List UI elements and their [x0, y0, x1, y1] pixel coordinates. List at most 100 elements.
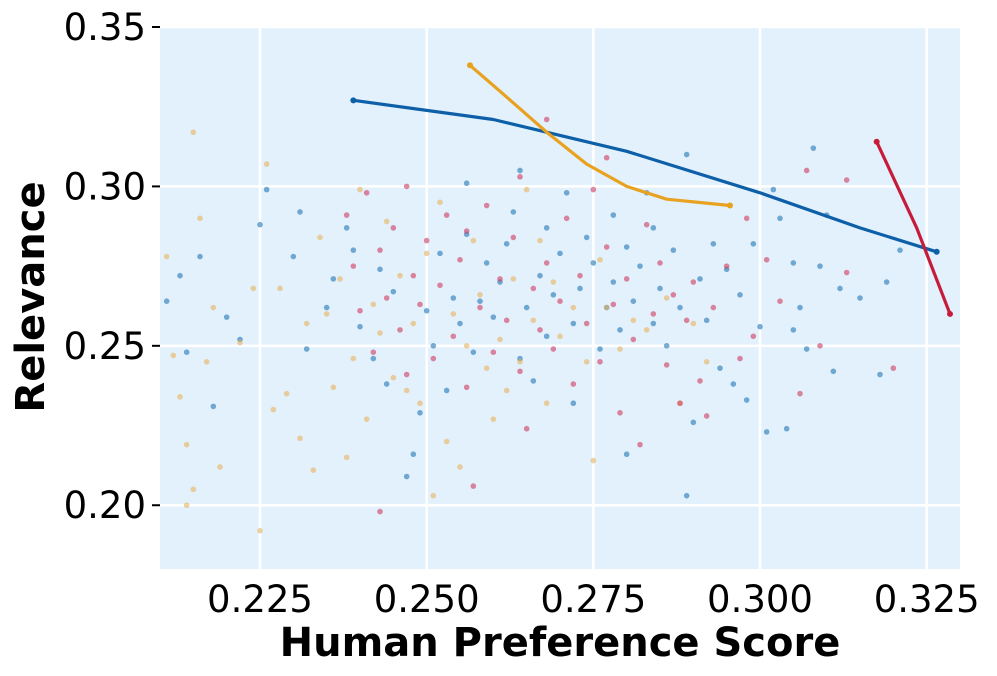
scatter-point: [677, 304, 683, 311]
scatter-point: [497, 276, 503, 282]
scatter-point: [490, 314, 497, 320]
scatter-point: [357, 307, 363, 314]
scatter-point: [517, 358, 523, 365]
scatter-point: [550, 346, 557, 352]
scatter-point: [670, 292, 677, 298]
scatter-point: [237, 339, 243, 346]
scatter-point: [537, 237, 543, 244]
scatter-point: [797, 304, 803, 311]
scatter-point: [543, 333, 550, 340]
scatter-point: [377, 508, 383, 515]
scatter-point: [250, 285, 257, 292]
trend-line-endpoint: [727, 202, 733, 209]
scatter-point: [537, 272, 543, 279]
scatter-point: [343, 212, 350, 218]
scatter-point: [450, 311, 457, 317]
scatter-point: [503, 387, 510, 394]
scatter-point: [583, 234, 590, 241]
scatter-point: [437, 199, 443, 206]
scatter-point: [730, 381, 737, 387]
scatter-point: [570, 304, 577, 311]
scatter-point: [710, 241, 717, 247]
scatter-point: [570, 400, 577, 407]
trend-line-endpoint: [873, 138, 880, 145]
scatter-point: [630, 336, 637, 343]
scatter-point: [310, 467, 317, 473]
scatter-point: [563, 215, 570, 222]
scatter-point: [557, 250, 563, 257]
scatter-point: [630, 298, 637, 304]
scatter-point: [517, 368, 523, 375]
scatter-point: [290, 253, 297, 260]
scatter-point: [283, 390, 290, 397]
scatter-point: [690, 419, 697, 426]
scatter-point: [650, 320, 657, 327]
scatter-point: [303, 346, 310, 352]
scatter-point: [610, 212, 617, 218]
scatter-point: [830, 368, 837, 375]
scatter-point: [497, 336, 503, 343]
scatter-point: [383, 295, 390, 301]
scatter-point: [537, 327, 543, 333]
scatter-point: [257, 527, 263, 534]
trend-line: [353, 98, 938, 254]
scatter-point: [483, 260, 490, 266]
scatter-point: [583, 320, 590, 327]
scatter-point: [543, 260, 550, 266]
scatter-point: [163, 298, 170, 304]
scatter-point: [530, 378, 537, 384]
scatter-point: [523, 304, 530, 311]
scatter-point: [430, 343, 437, 349]
scatter-point: [217, 464, 223, 470]
scatter-point: [183, 502, 190, 509]
plot-area: [160, 27, 960, 569]
scatter-point: [763, 429, 770, 435]
scatter-point: [190, 486, 197, 493]
scatter-point: [457, 320, 463, 327]
scatter-point: [857, 295, 863, 301]
scatter-point: [643, 327, 650, 333]
scatter-point: [583, 358, 590, 365]
scatter-point: [330, 384, 337, 391]
scatter-point: [450, 333, 457, 340]
scatter-point: [597, 358, 603, 365]
scatter-point: [417, 400, 423, 407]
scatter-point: [257, 221, 263, 228]
scatter-point: [377, 266, 383, 273]
scatter-point: [510, 209, 517, 215]
scatter-point: [357, 323, 363, 330]
scatter-point: [430, 492, 437, 499]
scatter-point: [790, 260, 797, 266]
scatter-point: [163, 253, 170, 260]
scatter-point: [803, 346, 810, 352]
scatter-point: [530, 317, 537, 324]
scatter-point: [510, 234, 517, 241]
scatter-point: [703, 317, 710, 324]
scatter-point: [470, 483, 477, 489]
scatter-point: [370, 355, 377, 362]
scatter-point: [603, 154, 610, 161]
scatter-point: [263, 186, 270, 193]
scatter-point: [177, 394, 183, 400]
scatter-point: [703, 358, 710, 365]
scatter-point: [317, 234, 323, 241]
scatter-point: [657, 285, 663, 292]
scatter-point: [643, 221, 650, 228]
scatter-point: [357, 186, 363, 193]
scatter-point: [510, 276, 517, 282]
scatter-point: [377, 330, 383, 336]
scatter-point: [777, 298, 783, 304]
scatter-point: [277, 285, 283, 292]
scatter-point: [463, 228, 470, 234]
scatter-point: [470, 349, 477, 356]
x-tick-label: 0.275: [540, 578, 646, 621]
scatter-point: [790, 327, 797, 333]
scatter-point: [637, 441, 643, 448]
scatter-point: [517, 174, 523, 180]
scatter-point: [210, 304, 217, 311]
scatter-point: [570, 320, 577, 327]
scatter-point: [350, 247, 357, 253]
scatter-point: [483, 365, 490, 371]
scatter-point: [617, 327, 623, 333]
